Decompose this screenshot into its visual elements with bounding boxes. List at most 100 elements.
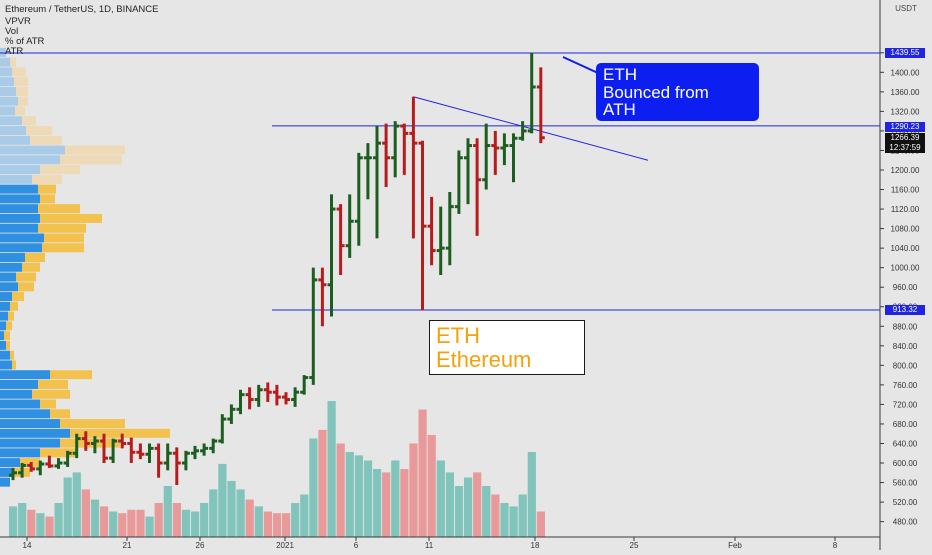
- vpvr-down-row: [12, 360, 16, 370]
- ath-callout-line1: ETH: [603, 65, 637, 84]
- volume-bar: [218, 463, 227, 537]
- time-axis[interactable]: 14 21 26 2021 6 11 18 25 Feb 8: [0, 536, 880, 550]
- vpvr-down-row: [22, 116, 36, 126]
- vpvr-up-row: [0, 340, 6, 350]
- vpvr-down-row: [26, 126, 52, 136]
- vpvr-down-row: [40, 399, 56, 409]
- volume-bar: [318, 429, 327, 537]
- symbol-title[interactable]: Ethereum / TetherUS, 1D, BINANCE: [5, 4, 159, 15]
- ohlc-bar: [136, 443, 145, 460]
- price-axis-background: [880, 0, 932, 550]
- vpvr-down-row: [12, 67, 26, 77]
- price-tick-label: 1080.00: [891, 225, 920, 234]
- vpvr-up-row: [0, 458, 20, 468]
- vpvr-down-row: [50, 409, 70, 419]
- time-tick-label: 2021: [276, 541, 294, 550]
- ath-callout-box[interactable]: ETH Bounced from ATH: [596, 63, 759, 121]
- ohlc-bar: [327, 194, 336, 317]
- vpvr-down-row: [16, 86, 28, 96]
- vpvr-down-row: [38, 223, 86, 233]
- price-tick-label: 840.00: [893, 342, 918, 351]
- volume-bar: [509, 506, 518, 537]
- vpvr-up-row: [0, 213, 40, 223]
- ohlc-bar: [400, 123, 409, 175]
- price-tick-label: 1160.00: [891, 186, 920, 195]
- vpvr-down-row: [6, 321, 12, 331]
- ohlc-bar: [191, 445, 199, 460]
- ohlc-bar: [200, 443, 209, 456]
- indicator-vpvr[interactable]: VPVR: [5, 16, 31, 27]
- volume-bar: [272, 513, 282, 537]
- horizontal-levels[interactable]: [0, 52, 880, 311]
- resistance-price-tag: 1290.23: [885, 122, 925, 132]
- price-tick-label: 760.00: [893, 381, 918, 390]
- vpvr-up-row: [0, 223, 38, 233]
- indicator-atr[interactable]: ATR: [5, 46, 24, 57]
- vpvr-up-row: [0, 282, 18, 292]
- eth-callout-line2: Ethereum: [436, 347, 532, 372]
- vpvr-down-row: [32, 174, 62, 184]
- time-tick-label: 25: [630, 541, 639, 550]
- price-tick-label: 1360.00: [891, 88, 920, 97]
- ohlc-bar: [382, 123, 391, 188]
- eth-callout-box[interactable]: ETH Ethereum: [429, 320, 585, 375]
- vpvr-down-row: [40, 448, 76, 458]
- vpvr-down-row: [40, 213, 102, 223]
- ohlc-bar: [491, 130, 500, 175]
- vpvr-down-row: [10, 350, 14, 360]
- volume-bar: [109, 511, 118, 537]
- ohlc-bar: [300, 375, 309, 395]
- vpvr-down-row: [30, 135, 62, 145]
- volume-bar: [245, 499, 254, 537]
- ohlc-bar: [145, 443, 154, 464]
- vpvr-down-row: [16, 272, 36, 282]
- time-tick-label: Feb: [728, 541, 742, 550]
- ohlc-bar: [509, 133, 518, 183]
- volume-bar: [9, 506, 18, 537]
- indicator-vol[interactable]: Vol: [5, 26, 19, 37]
- volume-bar: [454, 486, 464, 537]
- vpvr-up-row: [0, 57, 10, 67]
- volume-bars: [9, 401, 545, 537]
- volume-bar: [45, 516, 54, 537]
- vpvr-down-row: [42, 243, 84, 253]
- vpvr-down-row: [65, 145, 125, 155]
- currency-label: USDT: [895, 4, 917, 13]
- volume-bar: [527, 452, 536, 537]
- ohlc-bar: [109, 438, 118, 464]
- price-axis[interactable]: USDT 1440.001400.001360.001320.001280.00…: [879, 0, 932, 550]
- volume-bar: [291, 503, 300, 537]
- vpvr-down-row: [15, 106, 25, 116]
- ohlc-bar: [291, 387, 300, 407]
- indicator-pct-atr[interactable]: % of ATR: [5, 36, 45, 47]
- volume-bar: [172, 503, 181, 537]
- ohlc-bar: [518, 121, 527, 141]
- vpvr-down-row: [18, 96, 28, 106]
- vpvr-down-row: [10, 301, 18, 311]
- ohlc-bar: [9, 467, 17, 481]
- ath-price-tag: 1439.55: [885, 48, 925, 58]
- ohlc-bar: [445, 191, 454, 266]
- ohlc-bar: [309, 267, 318, 385]
- ohlc-bars[interactable]: [9, 52, 545, 485]
- volume-bar: [36, 513, 45, 537]
- volume-bar: [136, 509, 145, 537]
- vpvr-up-row: [0, 106, 15, 116]
- ohlc-bar: [209, 438, 218, 454]
- ohlc-bar: [373, 126, 381, 239]
- price-tick-label: 520.00: [893, 498, 918, 507]
- volume-bar: [72, 472, 81, 537]
- ohlc-bar: [45, 455, 54, 468]
- volume-bar: [191, 511, 200, 537]
- volume-bar: [227, 480, 236, 537]
- vpvr-up-row: [0, 145, 65, 155]
- volume-bar: [154, 503, 163, 537]
- ohlc-bar: [427, 196, 436, 266]
- volume-bar: [181, 509, 191, 537]
- volume-bar: [363, 460, 373, 537]
- ohlc-bar: [54, 458, 63, 469]
- time-tick-label: 21: [123, 541, 132, 550]
- vpvr-up-row: [0, 155, 60, 165]
